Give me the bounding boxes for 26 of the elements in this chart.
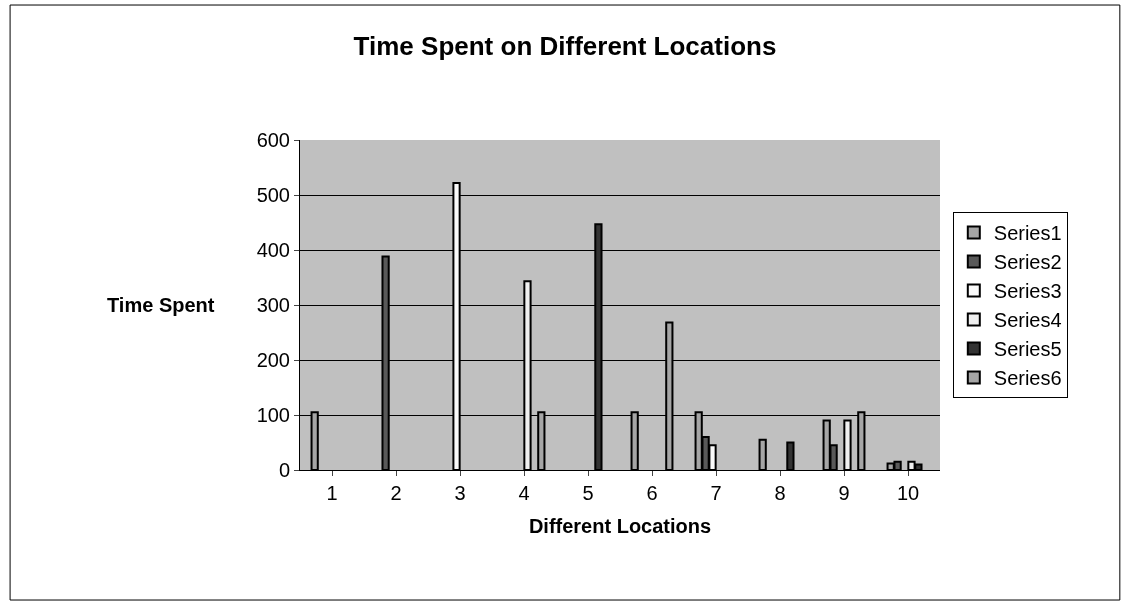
chart-title: Time Spent on Different Locations bbox=[353, 30, 777, 61]
y-tick-label: 0 bbox=[278, 459, 290, 481]
legend-label: Series3 bbox=[993, 280, 1062, 303]
y-tick-label: 500 bbox=[256, 184, 290, 206]
legend-label: Series5 bbox=[993, 338, 1062, 361]
legend-label: Series2 bbox=[993, 251, 1062, 274]
x-tick-label: 4 bbox=[518, 482, 530, 504]
x-tick-label: 2 bbox=[390, 482, 402, 504]
x-tick-label: 9 bbox=[838, 482, 850, 504]
y-tick-label: 300 bbox=[256, 294, 290, 316]
legend-label: Series1 bbox=[993, 222, 1062, 245]
legend-label: Series4 bbox=[993, 309, 1062, 332]
y-axis-title: Time Spent bbox=[107, 294, 215, 316]
x-tick-label: 3 bbox=[454, 482, 466, 504]
x-tick-label: 6 bbox=[646, 482, 658, 504]
x-tick-label: 1 bbox=[326, 482, 338, 504]
y-tick-label: 200 bbox=[256, 349, 290, 371]
y-tick-label: 600 bbox=[256, 129, 290, 151]
legend-label: Series6 bbox=[993, 367, 1062, 390]
x-tick-label: 7 bbox=[710, 482, 722, 504]
y-tick-label: 100 bbox=[256, 404, 290, 426]
x-tick-label: 5 bbox=[582, 482, 594, 504]
x-axis-title: Different Locations bbox=[528, 514, 712, 537]
x-tick-label: 10 bbox=[896, 482, 920, 504]
x-tick-label: 8 bbox=[774, 482, 786, 504]
y-tick-label: 400 bbox=[256, 239, 290, 261]
